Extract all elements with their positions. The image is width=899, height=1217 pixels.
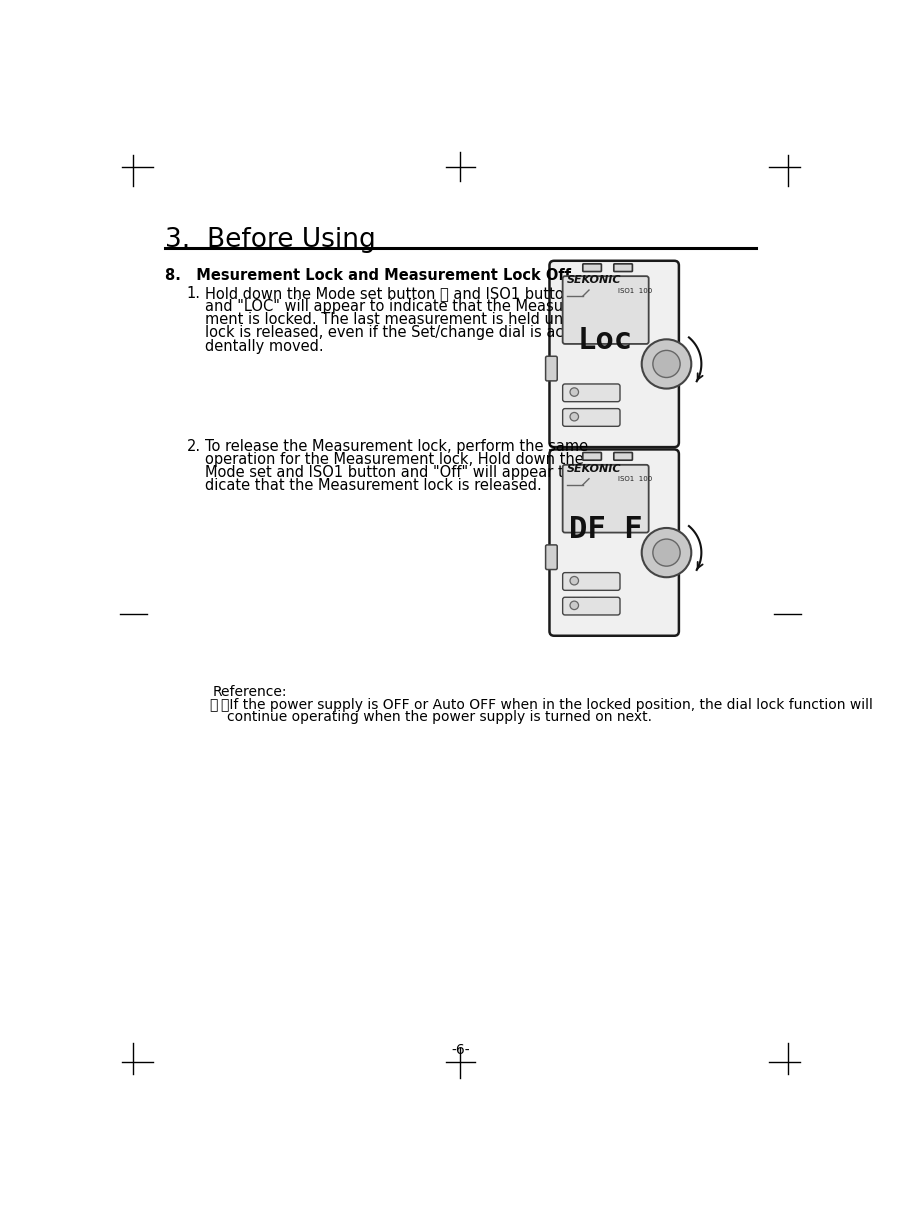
Text: To release the Measurement lock, perform the same: To release the Measurement lock, perform…	[205, 438, 589, 454]
Circle shape	[653, 539, 681, 566]
FancyBboxPatch shape	[546, 357, 557, 381]
Text: ISO1  100: ISO1 100	[619, 287, 653, 293]
Text: 8.   Mesurement Lock and Measurement Lock Off: 8. Mesurement Lock and Measurement Lock …	[165, 268, 571, 282]
Text: -6-: -6-	[451, 1043, 469, 1058]
Text: ISO1  100: ISO1 100	[619, 476, 653, 482]
FancyBboxPatch shape	[563, 598, 620, 615]
Text: ISO 1: ISO 1	[566, 573, 593, 582]
FancyBboxPatch shape	[583, 264, 601, 271]
FancyBboxPatch shape	[614, 264, 632, 271]
FancyBboxPatch shape	[549, 260, 679, 447]
Circle shape	[653, 350, 681, 377]
Text: ・: ・	[209, 699, 218, 712]
Text: and "LOC" will appear to indicate that the Measure-: and "LOC" will appear to indicate that t…	[205, 299, 583, 314]
FancyBboxPatch shape	[614, 453, 632, 460]
FancyBboxPatch shape	[563, 573, 620, 590]
Circle shape	[642, 340, 691, 388]
Text: MODE: MODE	[566, 409, 597, 417]
FancyBboxPatch shape	[563, 409, 620, 426]
Text: dicate that the Measurement lock is released.: dicate that the Measurement lock is rele…	[205, 478, 542, 493]
Circle shape	[570, 577, 579, 585]
Text: 1.: 1.	[187, 286, 200, 301]
Circle shape	[570, 601, 579, 610]
Text: dentally moved.: dentally moved.	[205, 338, 324, 354]
Text: MODE: MODE	[566, 598, 597, 606]
Circle shape	[642, 528, 691, 577]
Circle shape	[570, 413, 579, 421]
FancyBboxPatch shape	[563, 385, 620, 402]
Text: ISO 1: ISO 1	[566, 385, 593, 393]
Text: continue operating when the power supply is turned on next.: continue operating when the power supply…	[227, 711, 652, 724]
Text: Reference:: Reference:	[213, 685, 288, 699]
Text: SEKONIC: SEKONIC	[566, 464, 621, 475]
Text: ment is locked. The last measurement is held until the: ment is locked. The last measurement is …	[205, 313, 606, 327]
Text: lock is released, even if the Set/change dial is acci-: lock is released, even if the Set/change…	[205, 325, 582, 341]
Text: operation for the Measurement lock, Hold down the: operation for the Measurement lock, Hold…	[205, 452, 584, 467]
Text: Mode set and ISO1 button and "Off" will appear to in-: Mode set and ISO1 button and "Off" will …	[205, 465, 597, 479]
FancyBboxPatch shape	[549, 449, 679, 635]
Text: ・If the power supply is OFF or Auto OFF when in the locked position, the dial lo: ・If the power supply is OFF or Auto OFF …	[221, 699, 873, 712]
FancyBboxPatch shape	[563, 465, 649, 533]
FancyBboxPatch shape	[583, 453, 601, 460]
FancyBboxPatch shape	[546, 545, 557, 570]
Text: Hold down the Mode set button ⓞ and ISO1 button ⓟ: Hold down the Mode set button ⓞ and ISO1…	[205, 286, 587, 301]
Text: Loc: Loc	[578, 326, 633, 355]
Text: SEKONIC: SEKONIC	[566, 275, 621, 286]
Text: 2.: 2.	[187, 438, 200, 454]
Text: 3.  Before Using: 3. Before Using	[165, 226, 376, 253]
Text: DF F: DF F	[569, 515, 643, 544]
Circle shape	[570, 388, 579, 397]
FancyBboxPatch shape	[563, 276, 649, 344]
